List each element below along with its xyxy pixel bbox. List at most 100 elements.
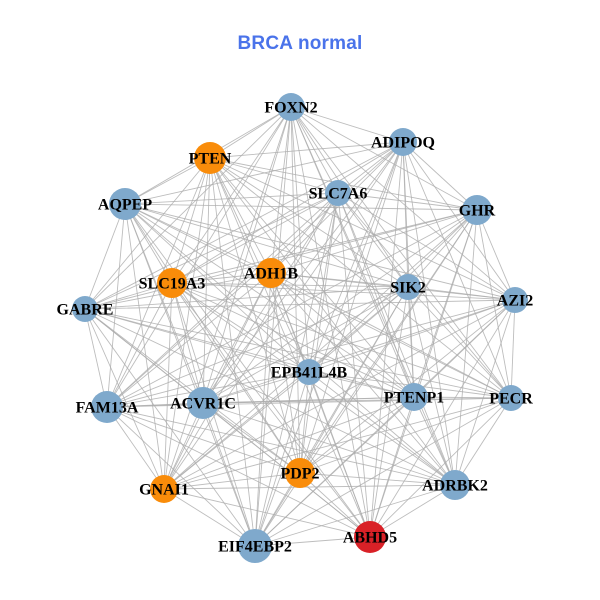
- nodes-layer: [72, 93, 528, 563]
- edge-ADIPOQ-ACVR1C: [202, 141, 404, 404]
- node-label-ADH1B: ADH1B: [244, 266, 299, 283]
- edge-FOXN2-GABRE: [84, 106, 292, 310]
- node-label-PTEN: PTEN: [189, 151, 232, 168]
- edge-ADH1B-GNAI1: [163, 272, 272, 490]
- edge-AQPEP-FAM13A: [106, 203, 126, 408]
- edge-ADIPOQ-ADRBK2: [402, 141, 456, 486]
- edge-PECR-ABHD5: [369, 397, 512, 538]
- node-ABHD5: [354, 521, 386, 553]
- node-EIF4EBP2: [238, 529, 272, 563]
- node-label-ACVR1C: ACVR1C: [170, 396, 236, 413]
- edge-PTENP1-EIF4EBP2: [254, 396, 415, 547]
- node-label-EIF4EBP2: EIF4EBP2: [218, 539, 292, 556]
- edge-GABRE-PTENP1: [84, 308, 415, 398]
- edge-SIK2-PECR: [407, 286, 512, 399]
- edge-FOXN2-ADRBK2: [290, 106, 456, 486]
- node-SLC19A3: [157, 268, 187, 298]
- edge-ADH1B-PDP2: [270, 272, 301, 474]
- edge-ADIPOQ-ABHD5: [369, 141, 404, 538]
- node-label-FOXN2: FOXN2: [264, 100, 317, 117]
- edge-PTEN-PDP2: [209, 157, 301, 474]
- node-ACVR1C: [187, 387, 219, 419]
- edge-FOXN2-PECR: [290, 106, 512, 399]
- edge-AQPEP-AZI2: [124, 203, 516, 301]
- edge-EPB41L4B-ADRBK2: [308, 371, 456, 486]
- node-GHR: [462, 195, 492, 225]
- labels-layer: FOXN2 ADIPOQ PTEN SLC7A6 AQPEP GHR ADH1B SLC19A…: [57, 100, 534, 556]
- edge-ABHD5-EIF4EBP2: [254, 536, 371, 547]
- node-label-PDP2: PDP2: [280, 466, 319, 483]
- node-label-GNAI1: GNAI1: [139, 482, 189, 499]
- edge-PTENP1-ADRBK2: [413, 396, 456, 486]
- edge-SIK2-GABRE: [84, 286, 409, 310]
- node-GNAI1: [150, 475, 178, 503]
- node-label-ABHD5: ABHD5: [343, 530, 397, 547]
- node-label-AZI2: AZI2: [497, 293, 533, 310]
- node-label-SLC19A3: SLC19A3: [139, 276, 206, 293]
- node-FOXN2: [277, 93, 305, 121]
- node-label-ADIPOQ: ADIPOQ: [371, 135, 435, 152]
- edge-ADH1B-FAM13A: [106, 272, 272, 408]
- edge-SLC19A3-GNAI1: [163, 282, 173, 490]
- edge-AZI2-FAM13A: [106, 299, 516, 408]
- node-label-SLC7A6: SLC7A6: [309, 186, 368, 203]
- edge-GABRE-ADRBK2: [84, 308, 456, 486]
- edge-GABRE-FAM13A: [84, 308, 108, 408]
- edge-FOXN2-ADIPOQ: [290, 106, 404, 143]
- edge-SLC7A6-AQPEP: [124, 192, 339, 205]
- edge-ADIPOQ-SLC19A3: [171, 141, 404, 284]
- edge-GHR-SLC19A3: [171, 209, 478, 284]
- edge-GABRE-PECR: [84, 308, 512, 399]
- edge-ADH1B-SLC19A3: [171, 272, 272, 284]
- edge-EPB41L4B-PDP2: [299, 371, 310, 474]
- edge-PTEN-ADRBK2: [209, 157, 456, 486]
- edge-PDP2-GNAI1: [163, 472, 301, 490]
- node-GABRE: [72, 296, 98, 322]
- edge-FOXN2-ACVR1C: [202, 106, 292, 404]
- node-label-AQPEP: AQPEP: [98, 197, 152, 214]
- node-label-PECR: PECR: [489, 391, 533, 408]
- node-label-SIK2: SIK2: [390, 280, 426, 297]
- edge-FOXN2-EIF4EBP2: [254, 106, 292, 547]
- edge-PTEN-SLC7A6: [209, 157, 339, 194]
- edge-GHR-AZI2: [476, 209, 516, 301]
- edge-ADIPOQ-AZI2: [402, 141, 516, 301]
- edge-AQPEP-EIF4EBP2: [124, 203, 256, 547]
- edge-PTEN-GABRE: [84, 157, 211, 310]
- edge-ADIPOQ-EIF4EBP2: [254, 141, 404, 547]
- edge-AZI2-GABRE: [84, 299, 516, 310]
- edge-SLC19A3-SIK2: [171, 282, 409, 288]
- edge-PTEN-ABHD5: [209, 157, 371, 538]
- edge-SLC7A6-GHR: [337, 192, 478, 211]
- node-AZI2: [502, 287, 528, 313]
- edge-PTEN-AQPEP: [124, 157, 211, 205]
- edge-GHR-GABRE: [84, 209, 478, 310]
- edge-AZI2-PECR: [510, 299, 516, 399]
- edge-FOXN2-ADH1B: [270, 106, 292, 274]
- edge-EPB41L4B-PTENP1: [308, 371, 415, 398]
- edge-FAM13A-ABHD5: [106, 406, 371, 538]
- edge-GHR-GNAI1: [163, 209, 478, 490]
- edge-AQPEP-GABRE: [84, 203, 126, 310]
- node-ADH1B: [256, 258, 286, 288]
- node-label-ADRBK2: ADRBK2: [422, 478, 488, 495]
- edge-ADIPOQ-GABRE: [84, 141, 404, 310]
- edge-SLC19A3-GABRE: [84, 282, 173, 310]
- edge-SLC7A6-SIK2: [337, 192, 409, 288]
- edge-GHR-EIF4EBP2: [254, 209, 478, 547]
- edge-SLC7A6-PTENP1: [337, 192, 415, 398]
- edge-GABRE-EPB41L4B: [84, 308, 310, 373]
- edge-SIK2-ADRBK2: [407, 286, 456, 486]
- edge-PECR-EIF4EBP2: [254, 397, 512, 547]
- node-PTENP1: [400, 383, 428, 411]
- edge-PDP2-ADRBK2: [299, 472, 456, 486]
- edge-SIK2-ABHD5: [369, 286, 409, 538]
- node-PTEN: [194, 142, 226, 174]
- edge-PECR-PDP2: [299, 397, 512, 474]
- edge-PTENP1-PDP2: [299, 396, 415, 474]
- edge-GNAI1-ADRBK2: [163, 484, 456, 490]
- edge-GNAI1-ABHD5: [163, 488, 371, 538]
- edge-ACVR1C-FAM13A: [106, 402, 204, 408]
- edge-ACVR1C-ADRBK2: [202, 402, 456, 486]
